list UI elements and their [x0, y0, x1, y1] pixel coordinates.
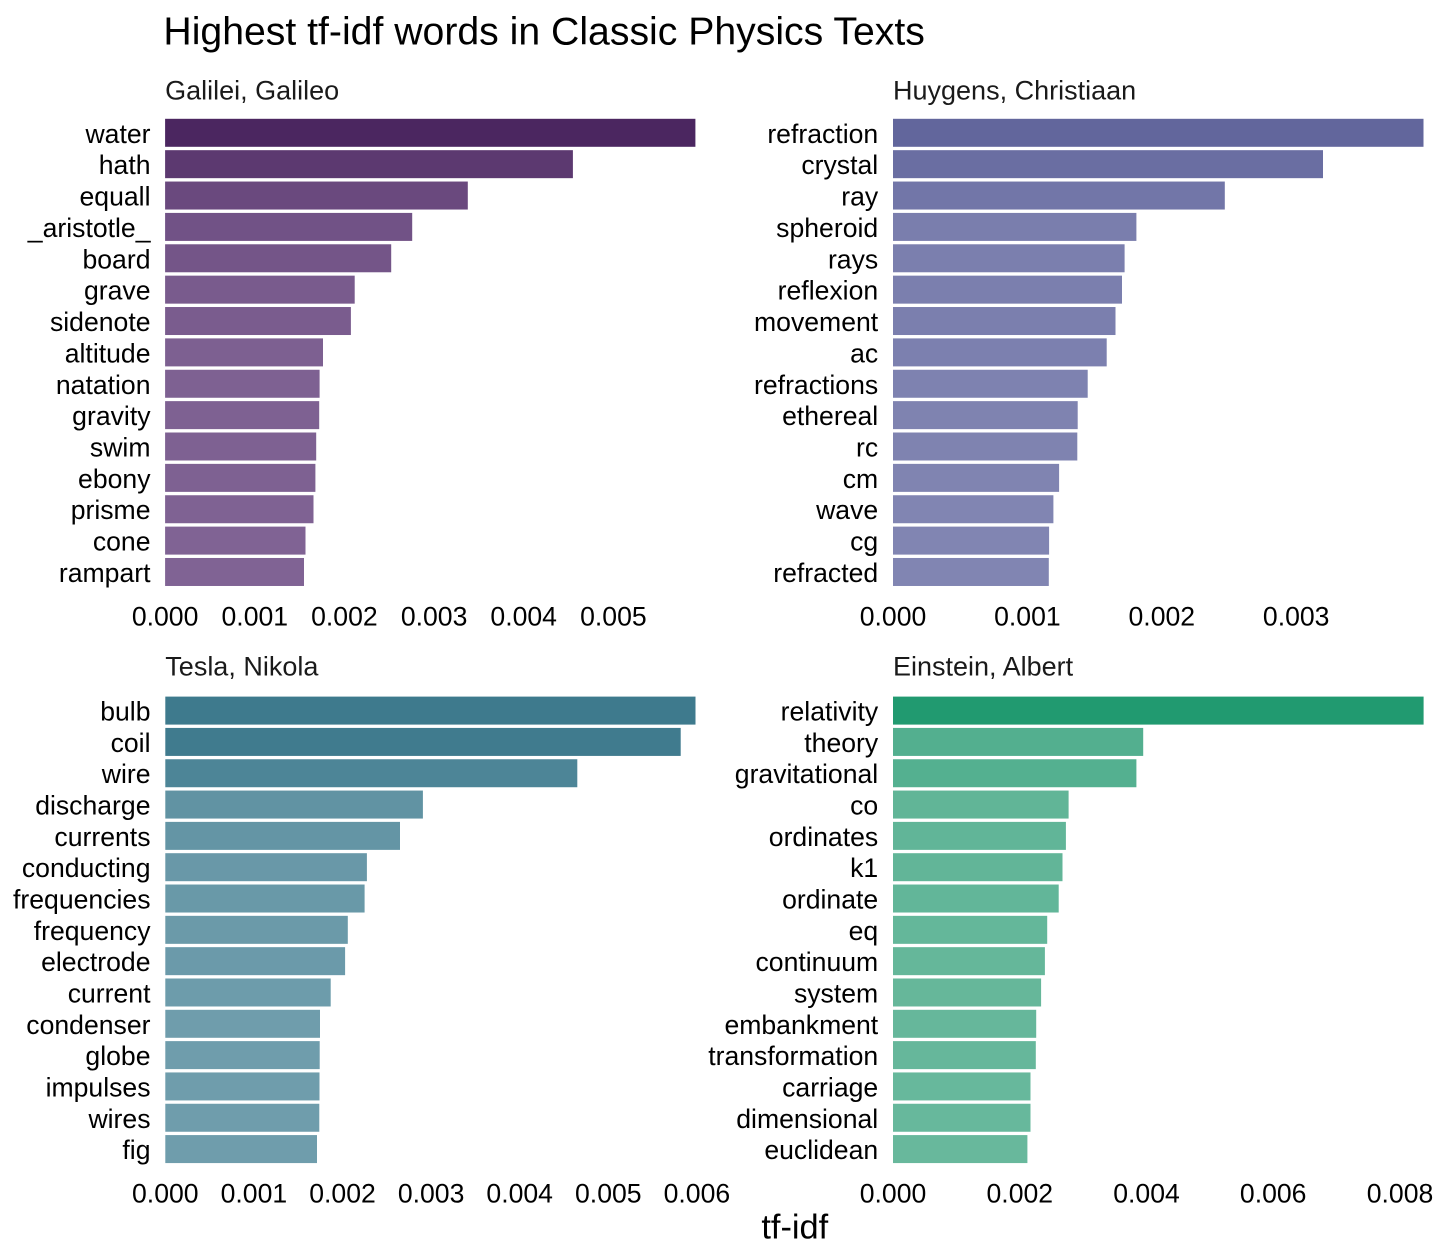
svg-text:discharge: discharge	[35, 791, 150, 821]
svg-text:0.000: 0.000	[132, 1179, 199, 1209]
svg-text:water: water	[84, 119, 150, 149]
svg-text:grave: grave	[84, 276, 151, 306]
svg-text:fig: fig	[122, 1135, 150, 1165]
svg-text:_aristotle_: _aristotle_	[27, 213, 152, 243]
svg-text:coil: coil	[111, 728, 151, 758]
svg-text:0.000: 0.000	[860, 1179, 927, 1209]
svg-text:ethereal: ethereal	[782, 401, 878, 431]
svg-text:wire: wire	[101, 759, 151, 789]
svg-text:0.003: 0.003	[398, 1179, 465, 1209]
svg-text:swim: swim	[90, 433, 151, 463]
svg-text:continuum: continuum	[755, 947, 878, 977]
svg-text:0.002: 0.002	[309, 1179, 376, 1209]
svg-text:cm: cm	[843, 464, 878, 494]
svg-text:globe: globe	[85, 1041, 150, 1071]
svg-text:ebony: ebony	[78, 464, 151, 494]
svg-text:0.005: 0.005	[580, 602, 647, 632]
svg-text:condenser: condenser	[26, 1010, 150, 1040]
svg-text:0.003: 0.003	[1263, 602, 1330, 632]
svg-text:carriage: carriage	[782, 1072, 878, 1102]
svg-text:Huygens, Christiaan: Huygens, Christiaan	[893, 75, 1136, 105]
svg-text:Tesla, Nikola: Tesla, Nikola	[165, 652, 319, 682]
svg-text:wires: wires	[87, 1104, 150, 1134]
svg-text:board: board	[82, 244, 150, 274]
svg-text:0.001: 0.001	[221, 1179, 288, 1209]
svg-text:Galilei, Galileo: Galilei, Galileo	[165, 75, 339, 105]
svg-text:ray: ray	[841, 182, 879, 212]
svg-text:theory: theory	[804, 728, 879, 758]
svg-text:electrode: electrode	[41, 947, 150, 977]
svg-text:rampart: rampart	[59, 558, 151, 588]
svg-text:conducting: conducting	[22, 853, 151, 883]
svg-text:0.004: 0.004	[490, 602, 557, 632]
svg-text:0.002: 0.002	[987, 1179, 1054, 1209]
svg-text:sidenote: sidenote	[50, 307, 151, 337]
svg-text:current: current	[68, 978, 151, 1008]
svg-text:frequencies: frequencies	[13, 885, 151, 915]
svg-text:crystal: crystal	[801, 150, 878, 180]
svg-text:k1: k1	[850, 853, 878, 883]
svg-text:refractions: refractions	[754, 370, 878, 400]
svg-text:rays: rays	[828, 244, 878, 274]
svg-text:0.001: 0.001	[222, 602, 289, 632]
svg-text:relativity: relativity	[781, 697, 879, 727]
svg-text:transformation: transformation	[708, 1041, 878, 1071]
svg-text:refraction: refraction	[767, 119, 878, 149]
svg-text:altitude: altitude	[65, 338, 151, 368]
svg-text:ordinates: ordinates	[769, 822, 878, 852]
svg-text:0.004: 0.004	[1113, 1179, 1180, 1209]
svg-text:0.005: 0.005	[575, 1179, 642, 1209]
svg-text:movement: movement	[754, 307, 879, 337]
svg-text:rc: rc	[856, 433, 878, 463]
svg-text:Highest tf-idf words in Classi: Highest tf-idf words in Classic Physics …	[163, 10, 925, 53]
svg-text:0.001: 0.001	[994, 602, 1061, 632]
svg-text:0.002: 0.002	[311, 602, 378, 632]
svg-text:Einstein, Albert: Einstein, Albert	[893, 652, 1074, 682]
svg-text:dimensional: dimensional	[736, 1104, 878, 1134]
svg-text:cone: cone	[93, 527, 151, 557]
svg-text:spheroid: spheroid	[776, 213, 878, 243]
svg-text:reflexion: reflexion	[778, 276, 879, 306]
svg-text:0.008: 0.008	[1367, 1179, 1434, 1209]
svg-text:0.000: 0.000	[132, 602, 199, 632]
svg-text:refracted: refracted	[773, 558, 878, 588]
svg-text:0.006: 0.006	[664, 1179, 731, 1209]
svg-text:co: co	[850, 791, 878, 821]
svg-text:prisme: prisme	[71, 495, 151, 525]
svg-text:0.004: 0.004	[486, 1179, 553, 1209]
svg-text:equall: equall	[80, 182, 151, 212]
svg-text:system: system	[794, 978, 878, 1008]
svg-text:gravity: gravity	[72, 401, 151, 431]
svg-text:bulb: bulb	[100, 697, 150, 727]
svg-text:eq: eq	[849, 916, 879, 946]
svg-text:0.002: 0.002	[1129, 602, 1196, 632]
svg-text:impulses: impulses	[46, 1072, 151, 1102]
svg-text:currents: currents	[54, 822, 150, 852]
svg-text:hath: hath	[99, 150, 151, 180]
svg-text:gravitational: gravitational	[735, 759, 878, 789]
svg-text:0.000: 0.000	[860, 602, 927, 632]
svg-text:0.003: 0.003	[401, 602, 468, 632]
svg-text:frequency: frequency	[34, 916, 151, 946]
svg-text:cg: cg	[850, 527, 878, 557]
svg-text:euclidean: euclidean	[764, 1135, 878, 1165]
svg-text:ac: ac	[850, 338, 878, 368]
svg-text:ordinate: ordinate	[782, 885, 878, 915]
svg-text:0.006: 0.006	[1240, 1179, 1307, 1209]
svg-text:natation: natation	[56, 370, 151, 400]
svg-text:embankment: embankment	[724, 1010, 878, 1040]
svg-text:wave: wave	[815, 495, 878, 525]
svg-text:tf-idf: tf-idf	[761, 1208, 828, 1246]
